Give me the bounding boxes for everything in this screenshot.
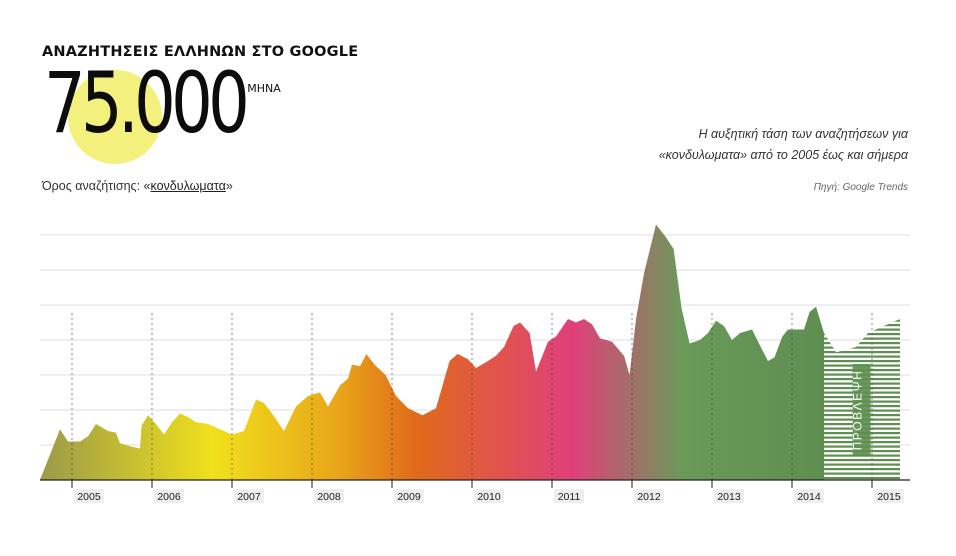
x-tick-label-bg <box>874 489 904 503</box>
search-term-prefix: Όρος αναζήτισης: « <box>42 179 151 193</box>
x-tick-label: 2009 <box>397 491 421 503</box>
x-tick-label-bg <box>394 489 424 503</box>
x-tick-label: 2008 <box>317 491 341 503</box>
chart-title: ΑΝΑΖΗΤΗΣΕΙΣ ΕΛΛΗΝΩΝ ΣΤΟ GOOGLE <box>42 44 359 60</box>
x-tick-label: 2011 <box>558 491 581 503</box>
x-tick-label-bg <box>474 489 504 503</box>
x-tick-label-bg <box>74 489 104 503</box>
search-term-suffix: » <box>225 179 233 193</box>
x-tick-label-bg <box>234 489 264 503</box>
x-tick-label-bg <box>554 489 584 503</box>
unit-label: / ΜΗΝΑ <box>240 82 281 95</box>
x-tick-label: 2010 <box>477 491 501 503</box>
search-term-keyword[interactable]: κονδυλωματα <box>150 179 226 193</box>
x-tick-label: 2013 <box>717 491 741 503</box>
x-tick-label: 2005 <box>77 491 101 503</box>
area-series <box>40 224 824 480</box>
x-tick-label-bg <box>794 489 824 503</box>
forecast-label-bg <box>852 364 871 456</box>
x-tick-label: 2006 <box>157 491 181 503</box>
highlight-circle <box>68 70 162 164</box>
x-tick-label-bg <box>714 489 744 503</box>
description-line-1: Η αυξητική τάση των αναζητήσεων για <box>698 127 908 141</box>
x-tick-label: 2015 <box>877 491 901 503</box>
source-note: Πηγή: Google Trends <box>813 182 908 193</box>
x-tick-label: 2014 <box>797 491 821 503</box>
big-number: 75.000 <box>44 54 250 152</box>
big-number-block: 75.000 <box>40 54 300 166</box>
x-tick-label: 2007 <box>237 491 261 503</box>
search-term-line: Όρος αναζήτισης: «κονδυλωματα» <box>42 179 233 193</box>
x-tick-label: 2012 <box>637 491 661 503</box>
x-tick-label-bg <box>154 489 184 503</box>
description-line-2: «κονδυλωματα» από το 2005 έως και σήμερα <box>658 148 908 162</box>
chart-description: Η αυξητική τάση των αναζητήσεων για «κον… <box>588 124 908 166</box>
forecast-label: ΠΡΟΒΛΕΨΗ <box>851 370 865 451</box>
x-tick-label-bg <box>634 489 664 503</box>
x-tick-label-bg <box>314 489 344 503</box>
